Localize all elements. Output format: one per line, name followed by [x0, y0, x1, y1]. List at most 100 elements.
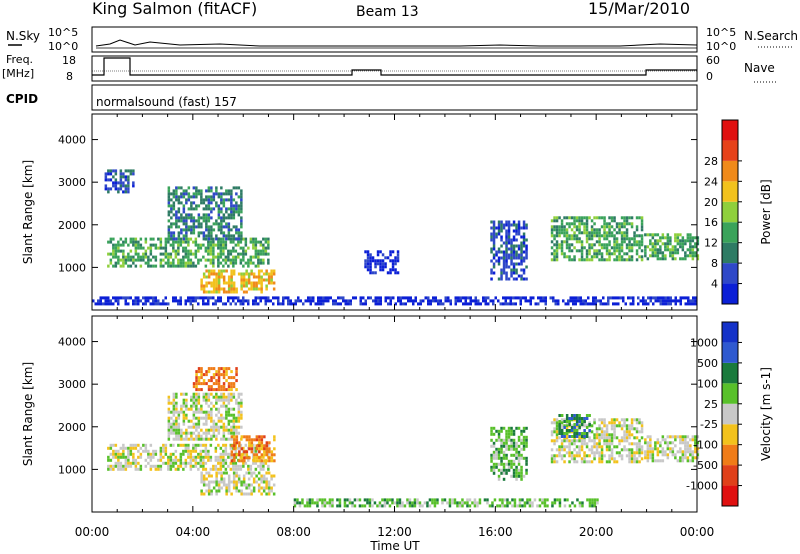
velocity-cell: [497, 429, 501, 433]
power-cell: [229, 249, 233, 253]
velocity-cell: [416, 498, 419, 502]
velocity-cell: [170, 410, 173, 414]
velocity-cell: [139, 464, 143, 468]
velocity-cell: [240, 480, 243, 484]
velocity-cell: [164, 461, 168, 465]
velocity-cell: [515, 453, 518, 457]
velocity-cell: [217, 483, 221, 487]
power-cell: [387, 302, 390, 306]
velocity-cell: [167, 401, 171, 405]
power-cell: [510, 271, 513, 275]
power-cell: [242, 275, 246, 279]
power-cell: [580, 240, 584, 244]
velocity-cell: [620, 439, 624, 443]
velocity-cell: [608, 460, 611, 464]
velocity-cell: [628, 442, 631, 446]
power-cell: [252, 287, 256, 291]
velocity-cell: [555, 424, 559, 428]
power-cell: [484, 299, 487, 303]
power-cell: [587, 302, 590, 306]
power-colorbar-swatch: [722, 283, 738, 304]
velocity-cell: [553, 501, 557, 505]
power-cell: [237, 234, 241, 238]
velocity-cell: [222, 434, 226, 438]
velocity-cell: [197, 431, 201, 435]
velocity-cell: [343, 498, 347, 502]
power-cell: [199, 243, 203, 247]
power-cell: [230, 284, 233, 288]
velocity-cell: [232, 467, 235, 471]
power-cell: [674, 233, 677, 237]
velocity-cell: [308, 501, 312, 505]
velocity-colorbar-swatch: [722, 362, 738, 384]
velocity-cell: [625, 430, 629, 434]
power-cell: [359, 302, 362, 306]
velocity-cell: [495, 447, 498, 451]
power-cell: [558, 231, 561, 235]
power-cell: [585, 252, 589, 256]
power-cell: [122, 296, 125, 300]
velocity-cell: [515, 426, 518, 430]
power-cell: [119, 264, 123, 268]
velocity-cell: [308, 498, 312, 502]
velocity-cell: [214, 449, 218, 453]
power-cell: [377, 296, 380, 300]
power-cell: [507, 235, 511, 239]
velocity-cell: [590, 445, 594, 449]
power-cell: [512, 247, 516, 251]
velocity-cell: [257, 464, 260, 468]
velocity-cell: [175, 428, 178, 432]
power-cell: [182, 195, 186, 199]
power-cell: [207, 225, 211, 229]
velocity-cell: [600, 430, 604, 434]
power-cell: [598, 240, 601, 244]
power-cell: [252, 272, 256, 276]
power-cell: [164, 302, 167, 306]
power-cell: [257, 255, 260, 259]
velocity-cell: [187, 455, 190, 459]
power-cell: [679, 302, 682, 306]
velocity-cell: [578, 445, 581, 449]
power-cell: [464, 296, 467, 300]
power-cell: [217, 207, 221, 211]
power-cell: [684, 242, 687, 246]
power-cell: [317, 302, 320, 306]
velocity-cell: [507, 432, 511, 436]
power-cell: [225, 290, 228, 294]
power-cell: [185, 213, 188, 217]
power-cell: [127, 181, 130, 185]
power-cell: [172, 222, 176, 226]
power-cell: [247, 258, 250, 262]
velocity-cell: [202, 443, 205, 447]
power-cell: [187, 261, 190, 265]
power-cell: [182, 234, 186, 238]
power-cell: [640, 216, 644, 220]
velocity-cell: [220, 395, 223, 399]
power-cell: [607, 299, 610, 303]
velocity-cell: [433, 498, 437, 502]
velocity-cell: [694, 438, 697, 442]
power-cell: [217, 252, 220, 256]
power-cell: [212, 237, 215, 241]
velocity-cell: [185, 428, 188, 432]
velocity-cell: [190, 404, 193, 408]
velocity-cell: [546, 498, 549, 502]
velocity-cell: [366, 498, 369, 502]
power-cell: [524, 299, 527, 303]
velocity-cell: [217, 461, 220, 465]
velocity-cell: [398, 498, 402, 502]
velocity-cell: [406, 501, 409, 505]
velocity-cell: [573, 457, 576, 461]
power-cell: [172, 296, 175, 300]
power-cell: [674, 296, 677, 300]
nsky-trace: [95, 39, 698, 49]
velocity-cell: [676, 450, 680, 454]
power-cell: [669, 296, 672, 300]
velocity-cell: [225, 407, 228, 411]
power-cell: [270, 269, 273, 273]
velocity-cell: [676, 435, 680, 439]
velocity-cell: [154, 464, 158, 468]
power-cell: [661, 233, 665, 237]
power-cell: [217, 255, 220, 259]
power-cell: [563, 225, 566, 229]
